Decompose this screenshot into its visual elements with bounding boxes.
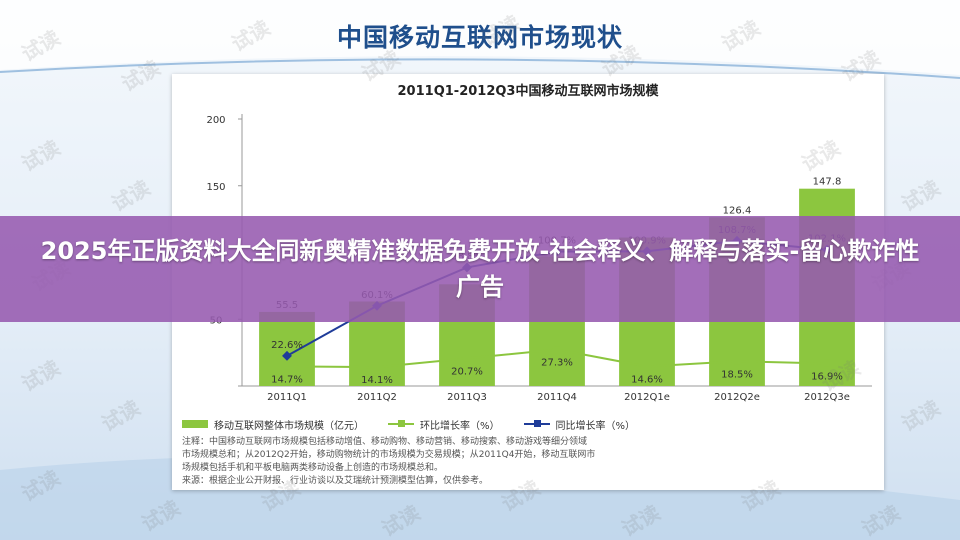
note-line: 注释：中国移动互联网市场规模包括移动增值、移动购物、移动营销、移动搜索、移动游戏… [182,437,588,447]
note-line: 市场规模总和；从2012Q2开始，移动购物统计的市场规模为交易规模；从2011Q… [182,450,596,460]
mom-value-label: 18.5% [721,369,753,380]
mom-value-label: 27.3% [541,358,573,369]
note-line: 来源：根据企业公开财报、行业访谈以及艾瑞统计预测模型估算，仅供参考。 [182,476,489,486]
note-line: 场规模包括手机和平板电脑两类移动设备上创造的市场规模总和。 [182,463,444,473]
y-tick-label: 150 [206,182,225,193]
chart-legend: 移动互联网整体市场规模（亿元） 环比增长率（%） 同比增长率（%） [182,414,872,434]
mom-point [373,363,381,371]
mom-point [553,346,561,354]
x-tick-label: 2011Q1 [267,392,307,403]
mom-value-label: 16.9% [811,371,843,382]
bar-value-label: 147.8 [813,177,842,188]
yoy-value-label: 22.6% [271,340,303,351]
chart-notes: 注释：中国移动互联网市场规模包括移动增值、移动购物、移动营销、移动搜索、移动游戏… [182,436,874,488]
mom-value-label: 20.7% [451,366,483,377]
legend-swatch-yoy [523,419,550,429]
mom-point [733,357,741,365]
x-tick-label: 2011Q3 [447,392,487,403]
x-tick-label: 2012Q3e [804,392,850,403]
x-tick-label: 2012Q2e [714,392,760,403]
legend-item-market-size: 移动互联网整体市场规模（亿元） [182,417,364,432]
x-tick-label: 2011Q2 [357,392,397,403]
chart-title: 2011Q1-2012Q3中国移动互联网市场规模 [397,84,659,99]
overlay-banner: 2025年正版资料大全同新奥精准数据免费开放-社会释义、解释与落实-留心欺诈性广… [0,216,960,322]
y-tick-label: 200 [206,115,225,126]
legend-swatch-bar [182,420,208,428]
mom-point [463,354,471,362]
mom-point [823,359,831,367]
mom-point [643,363,651,371]
legend-label-market-size: 移动互联网整体市场规模（亿元） [214,420,364,432]
banner-text: 2025年正版资料大全同新奥精准数据免费开放-社会释义、解释与落实-留心欺诈性广… [40,237,920,301]
bar-value-label: 126.4 [723,205,752,216]
mom-point [283,362,291,370]
x-tick-label: 2011Q4 [537,392,577,403]
mom-value-label: 14.6% [631,375,663,386]
mom-value-label: 14.7% [271,374,303,385]
bar [259,311,315,386]
legend-item-mom: 环比增长率（%） [388,417,500,432]
legend-swatch-mom [388,419,414,429]
legend-item-yoy: 同比增长率（%） [523,417,636,432]
slide-title: 中国移动互联网市场现状 [336,23,623,52]
legend-label-yoy: 同比增长率（%） [555,420,636,432]
legend-label-mom: 环比增长率（%） [420,420,500,432]
mom-value-label: 14.1% [361,375,393,386]
x-tick-label: 2012Q1e [624,392,670,403]
